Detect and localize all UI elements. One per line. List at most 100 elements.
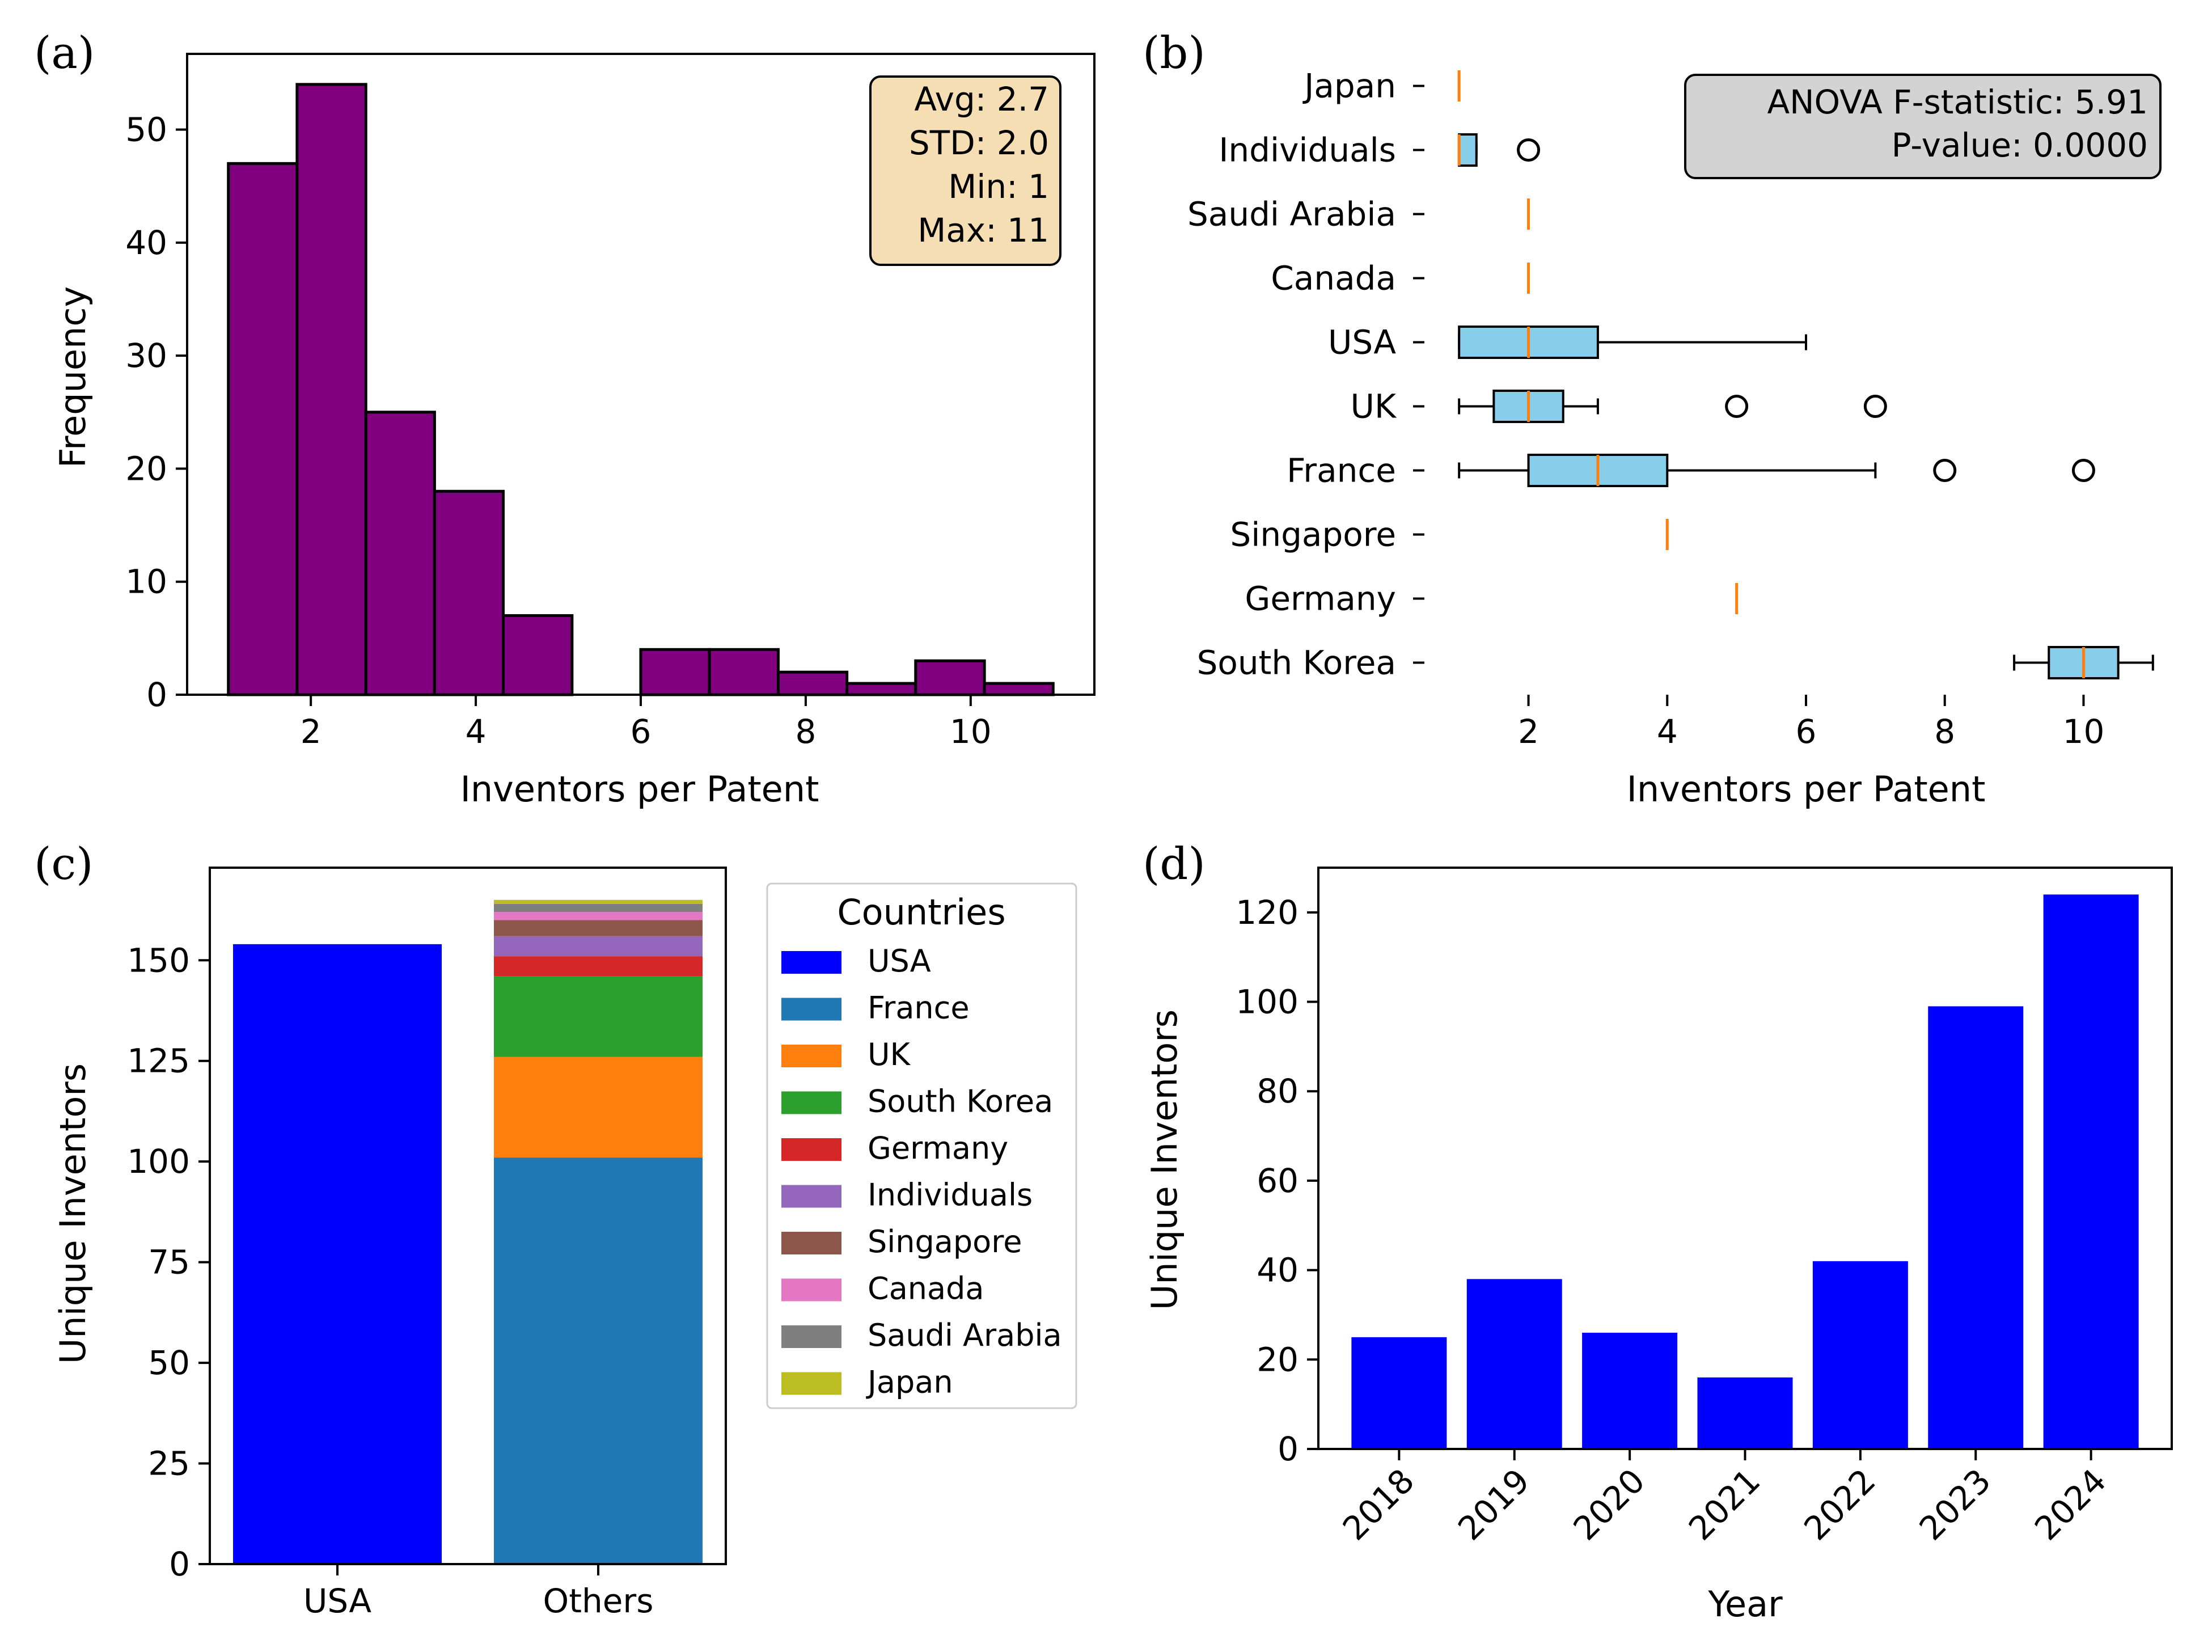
stats-box-a: Avg: 2.7 STD: 2.0 Min: 1 Max: 11: [869, 75, 1061, 266]
stacked-bar-segment: [233, 944, 442, 1564]
panel-label-d: (d): [1143, 839, 1206, 890]
panel-c-stacked-bar: (c) USA Others 0 25 50 75 100 125 150 Unique Inv…: [34, 839, 1077, 1620]
y-tick-label-a: 30: [125, 336, 167, 375]
x-axis-label-a: Inventors per Patent: [460, 768, 819, 810]
stacked-bar-segment: [494, 903, 703, 912]
year-bar: [1351, 1337, 1447, 1449]
y-tick-label-c: 25: [148, 1444, 190, 1483]
stats-std: STD: 2.0: [909, 124, 1049, 162]
histogram-bar: [433, 489, 505, 696]
stats-box-a-frame: [869, 75, 1061, 266]
category-label: Japan: [1302, 67, 1396, 105]
outlier-point: [1933, 459, 1957, 482]
y-tick-label-c: 75: [148, 1243, 190, 1282]
histogram-bar: [227, 162, 299, 696]
stats-avg: Avg: 2.7: [914, 80, 1049, 119]
y-axis-label-d: Unique Inventors: [1144, 1009, 1185, 1310]
y-tick-label-d: 0: [1278, 1430, 1299, 1468]
anova-statistic: ANOVA F-statistic: 5.91: [1767, 83, 2148, 121]
histogram-bar: [364, 411, 436, 696]
legend-label: Individuals: [868, 1177, 1033, 1213]
outlier-point: [1725, 395, 1749, 418]
panel-a-histogram: (a) 2 4 6 8 10 0 10 20 30 40 50 Avg: 2.7 STD: 2.0 …: [34, 28, 1096, 810]
y-tick-label-d: 40: [1257, 1251, 1299, 1290]
legend-swatch: [781, 1091, 841, 1114]
stats-box-b: ANOVA F-statistic: 5.91 P-value: 0.0000: [1684, 74, 2162, 179]
stats-min: Min: 1: [948, 167, 1049, 206]
x-tick-label-d: 2022: [1796, 1461, 1883, 1548]
outlier-point: [1863, 395, 1887, 418]
y-tick-label-d: 120: [1236, 893, 1299, 932]
x-axis-label-d: Year: [1707, 1583, 1783, 1625]
x-tick-label-a: 6: [631, 712, 652, 751]
x-tick-label-b: 6: [1796, 712, 1817, 751]
category-label: Germany: [1245, 580, 1396, 618]
legend-label: Japan: [866, 1364, 953, 1400]
legend-swatch: [781, 1232, 841, 1254]
x-tick-label-d: 2023: [1912, 1461, 1998, 1548]
x-axis-label-b: Inventors per Patent: [1627, 768, 1986, 810]
y-tick-label-c: 0: [169, 1545, 190, 1583]
x-tick-label-b: 8: [1934, 712, 1955, 751]
year-bar: [1928, 1006, 2024, 1449]
legend-c: Countries USA France UK South Korea Germany I…: [766, 882, 1077, 1409]
y-tick-label-c: 50: [148, 1343, 190, 1382]
legend-title: Countries: [837, 892, 1005, 933]
x-tick-label-a: 4: [466, 712, 487, 751]
year-bar: [1466, 1279, 1562, 1449]
category-label: France: [1287, 451, 1396, 490]
panel-b-boxplot: (b) Japan Individuals Saudi Arabia Canada US…: [1143, 28, 2162, 810]
x-tick-label-b: 2: [1518, 712, 1539, 751]
year-bar: [1582, 1333, 1678, 1449]
histogram-bar: [502, 614, 574, 696]
legend-swatch: [781, 1185, 841, 1208]
year-bar: [1812, 1261, 1908, 1449]
category-label: UK: [1351, 387, 1397, 426]
legend-label: Germany: [868, 1130, 1008, 1166]
p-value: P-value: 0.0000: [1892, 126, 2148, 164]
histogram-bar: [983, 682, 1055, 696]
stacked-bar-segment: [494, 1157, 703, 1564]
x-tick-label-d: 2024: [2027, 1461, 2113, 1548]
x-tick-label-d: 2019: [1450, 1461, 1537, 1548]
x-tick-label-a: 2: [301, 712, 322, 751]
x-tick-label-a: 10: [950, 712, 992, 751]
stacked-bar-segment: [494, 956, 703, 977]
legend-label: South Korea: [868, 1084, 1053, 1119]
x-tick-label-b: 4: [1657, 712, 1678, 751]
histogram-bar: [295, 83, 367, 696]
stacked-bar-segment: [494, 936, 703, 957]
legend-label: France: [868, 990, 970, 1026]
histogram-bar: [776, 670, 849, 696]
y-tick-label-a: 40: [125, 223, 167, 262]
legend-swatch: [781, 951, 841, 974]
legend-label: Singapore: [868, 1224, 1022, 1260]
category-label: Canada: [1271, 259, 1396, 298]
legend-swatch: [781, 1325, 841, 1348]
histogram-bar: [914, 659, 986, 696]
stats-max: Max: 11: [917, 211, 1049, 250]
stacked-bar-segment: [494, 1057, 703, 1158]
y-tick-label-c: 100: [127, 1142, 190, 1181]
y-tick-label-d: 20: [1257, 1340, 1299, 1379]
y-tick-label-d: 80: [1257, 1072, 1299, 1110]
y-tick-label-d: 60: [1257, 1161, 1299, 1200]
plot-frame-c: [209, 867, 727, 1565]
panel-label-b: (b): [1143, 28, 1206, 79]
y-tick-label-a: 0: [146, 675, 167, 714]
legend-label: UK: [868, 1037, 911, 1072]
outlier-point: [1517, 138, 1541, 162]
stats-box-b-frame: [1684, 74, 2162, 179]
stacked-bar-segment: [494, 920, 703, 936]
category-label: Saudi Arabia: [1187, 195, 1396, 234]
x-tick-label-b: 10: [2063, 712, 2105, 751]
legend-swatch: [781, 1138, 841, 1161]
year-bar: [1697, 1377, 1793, 1449]
histogram-bar: [708, 648, 780, 696]
category-label: South Korea: [1197, 644, 1396, 682]
x-tick-label-d: 2020: [1566, 1461, 1652, 1548]
y-tick-label-d: 100: [1236, 983, 1299, 1021]
legend-frame: [766, 882, 1077, 1409]
stacked-bar-segment: [494, 912, 703, 920]
